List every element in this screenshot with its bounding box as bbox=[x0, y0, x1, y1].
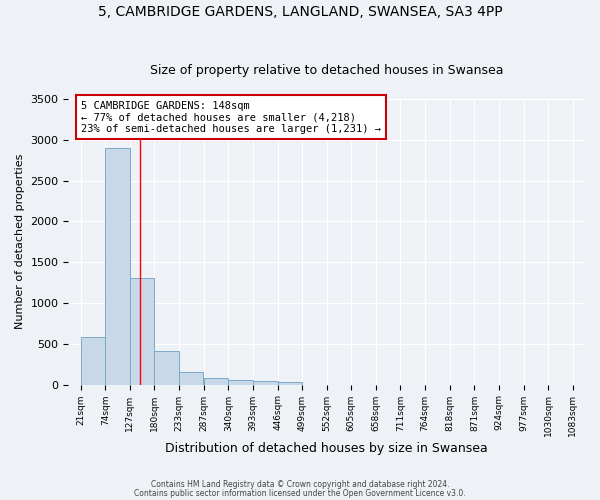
Bar bbox=[130, 278, 154, 384]
Bar bbox=[229, 380, 253, 384]
Bar bbox=[253, 381, 278, 384]
Text: 5, CAMBRIDGE GARDENS, LANGLAND, SWANSEA, SA3 4PP: 5, CAMBRIDGE GARDENS, LANGLAND, SWANSEA,… bbox=[98, 5, 502, 19]
Text: Contains public sector information licensed under the Open Government Licence v3: Contains public sector information licen… bbox=[134, 489, 466, 498]
Text: Contains HM Land Registry data © Crown copyright and database right 2024.: Contains HM Land Registry data © Crown c… bbox=[151, 480, 449, 489]
Bar bbox=[154, 351, 179, 384]
Title: Size of property relative to detached houses in Swansea: Size of property relative to detached ho… bbox=[150, 64, 503, 77]
Bar bbox=[105, 148, 130, 384]
Text: 5 CAMBRIDGE GARDENS: 148sqm
← 77% of detached houses are smaller (4,218)
23% of : 5 CAMBRIDGE GARDENS: 148sqm ← 77% of det… bbox=[81, 100, 381, 134]
Y-axis label: Number of detached properties: Number of detached properties bbox=[15, 154, 25, 330]
Bar bbox=[204, 378, 229, 384]
Bar bbox=[278, 382, 302, 384]
X-axis label: Distribution of detached houses by size in Swansea: Distribution of detached houses by size … bbox=[166, 442, 488, 455]
Bar bbox=[179, 372, 203, 384]
Bar bbox=[80, 338, 105, 384]
